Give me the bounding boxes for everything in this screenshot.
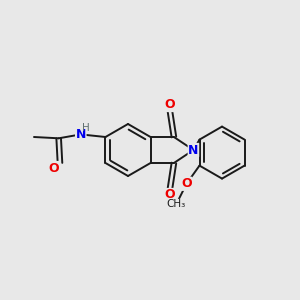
Text: O: O — [49, 161, 59, 175]
Text: O: O — [165, 98, 175, 112]
Text: N: N — [76, 128, 86, 141]
Text: CH₃: CH₃ — [166, 200, 185, 209]
Text: O: O — [181, 177, 192, 190]
Text: H: H — [82, 123, 90, 134]
Text: O: O — [165, 188, 175, 202]
Text: N: N — [188, 143, 199, 157]
